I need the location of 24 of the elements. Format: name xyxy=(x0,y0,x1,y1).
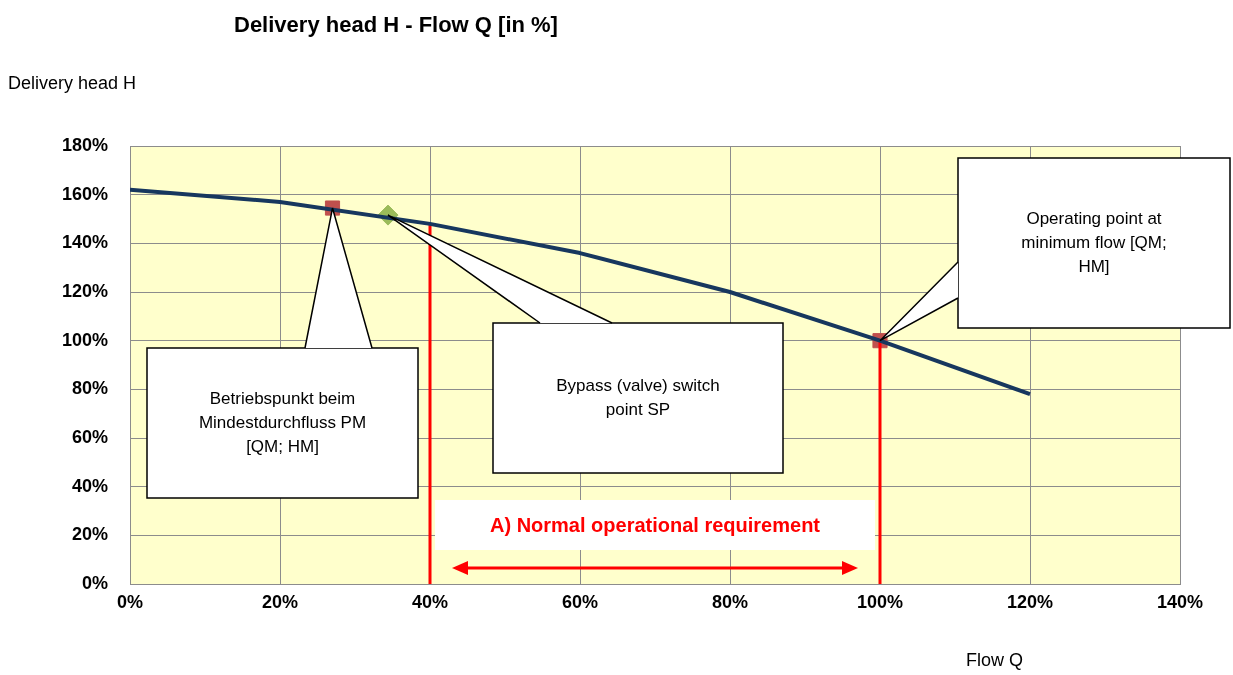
x-tick-label: 40% xyxy=(411,591,449,612)
x-tick-label: 120% xyxy=(1006,591,1054,612)
y-tick-label: 140% xyxy=(61,232,108,253)
y-tick-label: 20% xyxy=(71,524,108,545)
y-tick-label: 120% xyxy=(61,280,108,301)
y-tick-label: 60% xyxy=(71,426,108,447)
x-tick-label: 60% xyxy=(561,591,599,612)
annotation: Betriebspunkt beim Mindestdurchfluss PM [QM; HM] xyxy=(197,388,368,458)
x-tick-label: 0% xyxy=(116,591,144,612)
x-tick-label: 140% xyxy=(1156,591,1204,612)
x-tick-label: 80% xyxy=(711,591,749,612)
y-tick-label: 100% xyxy=(61,329,108,350)
y-tick-label: 40% xyxy=(71,475,108,496)
y-tick-label: 0% xyxy=(81,572,108,593)
y-tick-label: 180% xyxy=(61,134,108,155)
y-tick-label: 160% xyxy=(61,183,108,204)
annotation: Operating point at minimum flow [QM; HM] xyxy=(1020,208,1168,278)
y-axis-title: Delivery head H xyxy=(8,73,137,94)
x-axis-title: Flow Q xyxy=(966,650,1024,671)
chart-title: Delivery head H - Flow Q [in %] xyxy=(234,12,558,38)
y-tick-label: 80% xyxy=(71,378,108,399)
annotation: Bypass (valve) switch point SP xyxy=(555,375,721,421)
x-tick-label: 20% xyxy=(261,591,299,612)
x-tick-label: 100% xyxy=(856,591,904,612)
